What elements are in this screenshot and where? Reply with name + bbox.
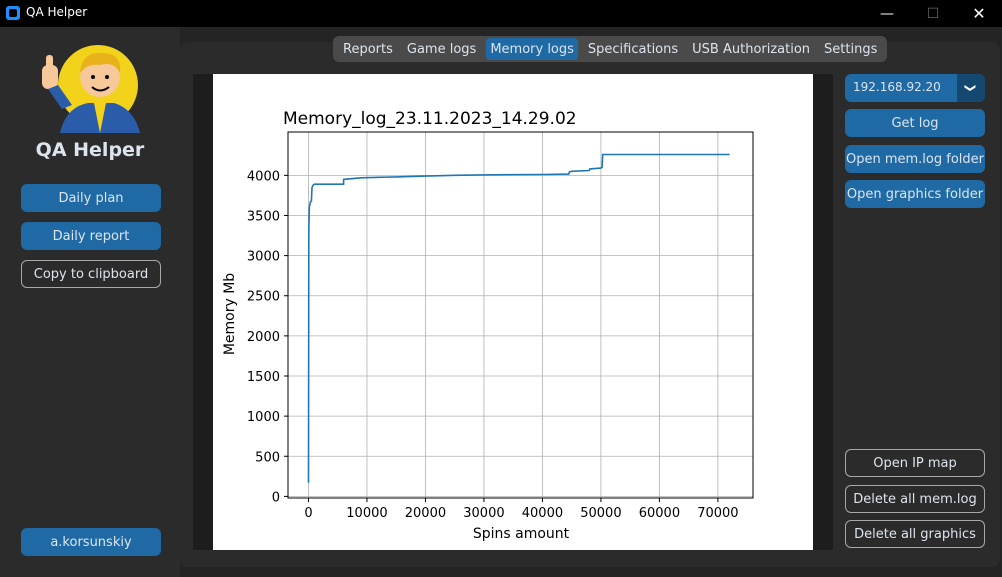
y-tick-label: 0 — [272, 490, 280, 505]
close-button[interactable]: ✕ — [972, 4, 986, 23]
x-tick-label: 40000 — [522, 506, 563, 521]
tab-specifications[interactable]: Specifications — [587, 41, 679, 57]
copy-to-clipboard-button[interactable]: Copy to clipboard — [21, 260, 161, 288]
x-tick-label: 30000 — [463, 506, 504, 521]
delete-all-mem-log-button[interactable]: Delete all mem.log — [845, 485, 985, 513]
tab-game-logs[interactable]: Game logs — [406, 41, 477, 57]
y-tick-label: 2000 — [247, 330, 280, 345]
app-name: QA Helper — [35, 139, 145, 161]
tab-settings[interactable]: Settings — [824, 41, 878, 57]
y-tick-label: 4000 — [247, 169, 280, 184]
plot-frame — [287, 131, 754, 499]
get-log-button[interactable]: Get log — [845, 109, 985, 137]
ip-address-value: 192.168.92.20 — [853, 80, 941, 94]
x-tick-label: 50000 — [580, 506, 621, 521]
tab-usb-authorization[interactable]: USB Authorization — [692, 41, 811, 57]
delete-all-graphics-button[interactable]: Delete all graphics — [845, 520, 985, 548]
y-tick-label: 2500 — [247, 290, 280, 305]
x-tick-label: 10000 — [346, 506, 387, 521]
x-tick-label: 20000 — [405, 506, 446, 521]
title-bar: QA Helper — ☐ ✕ — [0, 0, 1002, 27]
x-tick-label: 60000 — [639, 506, 680, 521]
y-tick-label: 3000 — [247, 250, 280, 265]
maximize-button[interactable]: ☐ — [926, 5, 940, 22]
tab-reports[interactable]: Reports — [343, 41, 393, 57]
open-ip-map-button[interactable]: Open IP map — [845, 449, 985, 477]
chevron-down-icon[interactable]: ❯ — [957, 74, 985, 102]
chart-title: Memory_log_23.11.2023_14.29.02 — [283, 109, 577, 129]
open-graphics-folder-button[interactable]: Open graphics folder — [845, 180, 985, 208]
x-tick-label: 70000 — [697, 506, 738, 521]
tab-memory-logs[interactable]: Memory logs — [486, 38, 578, 60]
chart-svg: Memory_log_23.11.2023_14.29.02 Spins amo… — [222, 109, 754, 542]
x-axis-label: Spins amount — [473, 526, 570, 542]
vault-boy-thumbs-up-icon — [42, 45, 140, 133]
y-axis-label: Memory Mb — [222, 273, 238, 355]
open-mem-log-folder-button[interactable]: Open mem.log folder — [845, 145, 985, 173]
app-icon — [6, 6, 20, 20]
y-tick-label: 1000 — [247, 410, 280, 425]
tab-bar: Reports Game logs Memory logs Specificat… — [333, 36, 888, 62]
daily-report-button[interactable]: Daily report — [21, 222, 161, 250]
y-tick-label: 500 — [255, 450, 280, 465]
user-button[interactable]: a.korsunskiy — [21, 528, 161, 556]
minimize-button[interactable]: — — [880, 5, 894, 22]
memory-chart: Memory_log_23.11.2023_14.29.02 Spins amo… — [213, 74, 813, 550]
sidebar: QA Helper Daily plan Daily report Copy t… — [0, 27, 180, 577]
memory-series-line — [307, 153, 730, 483]
x-tick-label: 0 — [304, 506, 312, 521]
window-title: QA Helper — [26, 5, 88, 19]
ip-address-select[interactable]: 192.168.92.20 ❯ — [845, 74, 985, 102]
daily-plan-button[interactable]: Daily plan — [21, 184, 161, 212]
y-tick-label: 3500 — [247, 209, 280, 224]
y-tick-label: 1500 — [247, 370, 280, 385]
